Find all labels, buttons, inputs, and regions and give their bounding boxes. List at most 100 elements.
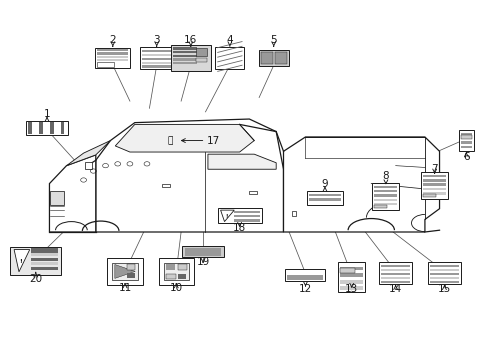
Text: 👍: 👍 [167, 136, 173, 145]
Bar [372, 183, 399, 210]
Bar [374, 205, 386, 208]
Bar [374, 203, 397, 205]
Bar [340, 280, 363, 284]
Bar [50, 122, 53, 134]
Text: 1: 1 [43, 109, 50, 119]
Bar [340, 267, 363, 270]
Bar [173, 55, 197, 57]
Bar [422, 175, 445, 177]
Bar [427, 262, 460, 284]
Bar [260, 52, 272, 64]
Bar [422, 188, 445, 190]
Bar [234, 211, 259, 213]
Bar [182, 246, 224, 257]
Bar [97, 53, 128, 54]
Text: 9: 9 [321, 179, 327, 189]
Bar [97, 49, 128, 51]
Bar [285, 269, 325, 282]
Bar [31, 248, 58, 251]
Bar [422, 184, 445, 186]
Bar [338, 262, 365, 292]
Bar [173, 51, 197, 53]
Text: 2: 2 [109, 35, 116, 45]
Text: 4: 4 [226, 35, 233, 45]
Bar [173, 62, 197, 64]
Bar [308, 194, 341, 196]
Bar [422, 179, 445, 181]
Text: 18: 18 [232, 224, 246, 233]
Bar [429, 280, 458, 283]
Bar [195, 58, 206, 62]
Bar [97, 59, 128, 61]
Bar [234, 215, 259, 217]
Bar [460, 137, 471, 139]
Bar [161, 184, 170, 187]
Bar [31, 267, 58, 270]
Bar [178, 264, 186, 270]
Bar [234, 219, 259, 222]
Bar [97, 55, 128, 58]
Bar [374, 186, 397, 188]
Text: !: ! [225, 215, 227, 220]
Bar [287, 275, 323, 280]
Polygon shape [115, 125, 254, 152]
Bar [380, 265, 409, 267]
Bar [127, 273, 135, 278]
Bar [429, 277, 458, 279]
Text: 7: 7 [430, 164, 437, 174]
Bar [340, 274, 363, 277]
Bar [184, 248, 221, 256]
Text: 17: 17 [206, 136, 219, 145]
Bar [165, 274, 175, 279]
Polygon shape [66, 140, 110, 166]
Text: 5: 5 [270, 35, 277, 45]
Bar [39, 122, 42, 134]
Bar [458, 130, 473, 151]
Bar [215, 47, 244, 69]
Bar [50, 191, 64, 205]
Bar [97, 62, 114, 67]
Bar [420, 172, 447, 199]
Bar [142, 50, 171, 52]
Text: 12: 12 [298, 284, 311, 294]
Bar [84, 162, 92, 169]
Bar [31, 253, 58, 256]
Bar [374, 194, 397, 197]
Bar [127, 264, 135, 270]
Bar [95, 48, 130, 68]
Bar [422, 194, 435, 197]
Bar [10, 247, 61, 275]
Bar [429, 273, 458, 275]
Bar [340, 286, 363, 290]
Polygon shape [49, 155, 96, 232]
Bar [112, 263, 138, 280]
Text: 11: 11 [118, 283, 131, 293]
Text: 19: 19 [196, 257, 209, 267]
Bar [258, 50, 288, 66]
Bar [170, 45, 210, 71]
Bar [460, 135, 471, 139]
Bar [178, 274, 186, 279]
Bar [249, 191, 257, 194]
Bar [374, 190, 397, 192]
Bar [380, 277, 409, 279]
Text: 6: 6 [462, 152, 468, 162]
Text: 13: 13 [345, 284, 358, 294]
Bar [173, 58, 197, 60]
Bar [374, 199, 397, 201]
Polygon shape [283, 137, 439, 232]
Bar [274, 52, 286, 64]
Bar [429, 269, 458, 271]
Polygon shape [220, 210, 234, 222]
Bar [25, 121, 68, 135]
Bar [340, 267, 354, 273]
Bar [28, 122, 32, 134]
Text: 10: 10 [169, 283, 183, 293]
Bar [380, 273, 409, 275]
Bar [291, 211, 295, 216]
Text: 14: 14 [388, 284, 402, 294]
Bar [380, 280, 409, 283]
Text: 20: 20 [29, 274, 42, 284]
Bar [142, 58, 171, 60]
Bar [460, 132, 471, 135]
